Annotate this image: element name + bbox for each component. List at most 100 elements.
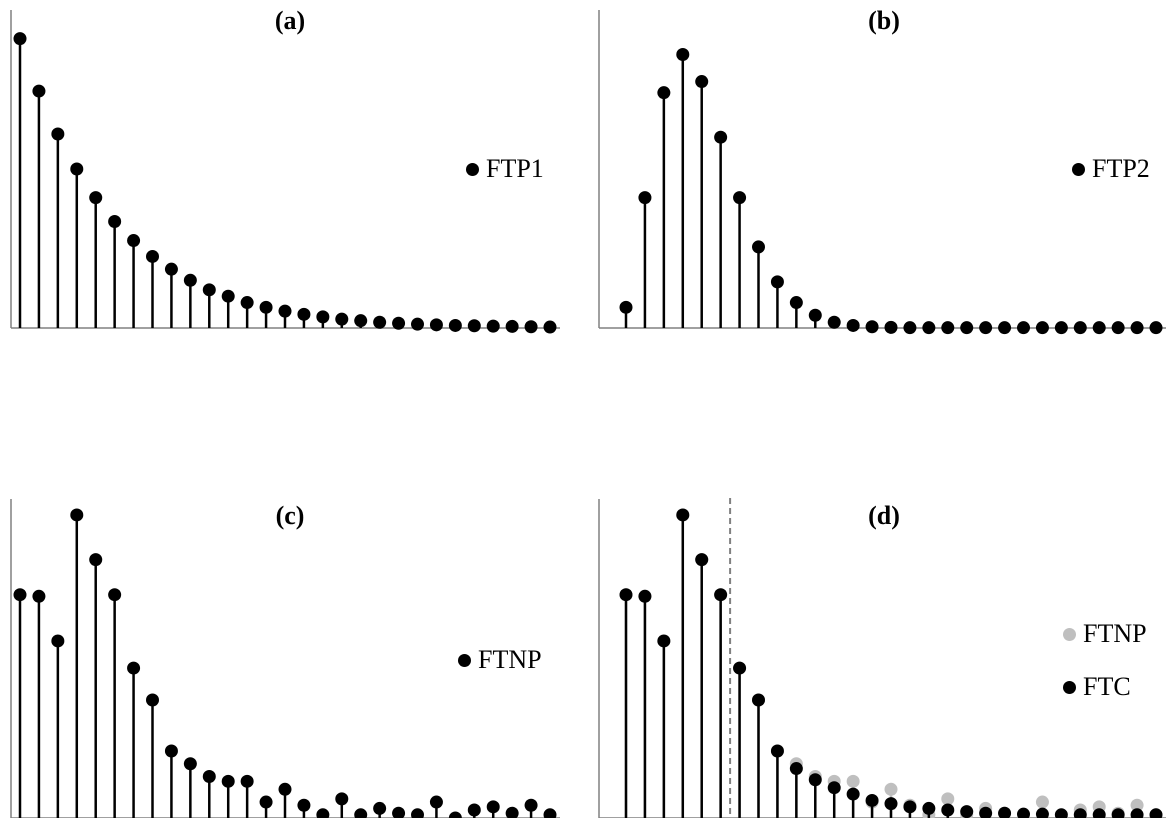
- point-ftnp-c-25: [486, 800, 500, 814]
- point-ftnp-c-11: [221, 774, 235, 788]
- point-ftnp-c-5: [108, 588, 122, 602]
- point-ftp2-b-19: [979, 321, 993, 335]
- chart-title-c: (c): [275, 501, 305, 530]
- point-ftnp-d-27: [1130, 798, 1144, 812]
- point-ftp1-a-22: [429, 318, 443, 332]
- point-ftnp-d-12: [846, 774, 860, 788]
- point-ftp1-a-20: [392, 316, 406, 330]
- point-ftp2-b-16: [922, 321, 936, 335]
- point-ftp1-a-17: [335, 312, 349, 326]
- point-ftp2-b-26: [1111, 321, 1125, 335]
- point-ftp1-a-2: [51, 127, 65, 141]
- legend-item-ftnp-d: FTNP: [1063, 619, 1147, 649]
- point-ftc-d-7: [752, 693, 765, 707]
- point-ftnp-c-12: [240, 774, 254, 788]
- point-ftp2-b-17: [941, 321, 955, 335]
- point-ftp1-a-15: [297, 307, 311, 321]
- point-ftnp-c-10: [202, 770, 216, 784]
- point-ftp2-b-12: [846, 318, 860, 332]
- chart-title-d: (d): [868, 501, 900, 530]
- point-ftp1-a-9: [183, 273, 197, 287]
- point-ftp2-b-27: [1130, 321, 1144, 335]
- point-ftnp-c-13: [259, 795, 273, 809]
- point-ftc-d-16: [922, 801, 936, 815]
- point-ftp2-b-4: [695, 75, 709, 89]
- point-ftnp-c-2: [51, 634, 65, 648]
- point-ftp1-a-12: [240, 296, 254, 310]
- point-ftp2-b-0: [619, 300, 633, 314]
- point-ftp2-b-10: [808, 308, 822, 322]
- point-ftnp-c-0: [13, 588, 27, 602]
- legend-label-ftp2: FTP2: [1092, 154, 1150, 183]
- point-ftc-d-27: [1130, 808, 1144, 818]
- point-ftp1-a-8: [164, 262, 178, 276]
- point-ftp2-b-6: [733, 191, 747, 205]
- point-ftc-d-28: [1149, 808, 1163, 818]
- stem-plot-a: [10, 10, 560, 334]
- chart-title-a: (a): [274, 6, 306, 35]
- point-ftnp-c-6: [127, 661, 141, 675]
- point-ftp1-a-7: [146, 249, 159, 263]
- point-ftnp-c-9: [183, 757, 197, 771]
- legend-item-ftnp-c: FTNP: [458, 645, 542, 675]
- point-ftp2-b-2: [657, 86, 671, 100]
- point-ftp1-a-28: [543, 320, 557, 334]
- point-ftnp-c-8: [164, 744, 178, 758]
- point-ftp1-a-23: [448, 318, 462, 332]
- point-ftp2-b-5: [714, 130, 728, 144]
- point-ftp1-a-10: [202, 283, 216, 297]
- point-ftp2-b-3: [676, 48, 690, 62]
- point-ftnp-c-19: [373, 801, 387, 815]
- point-ftnp-c-17: [335, 792, 349, 806]
- point-ftp1-a-21: [411, 317, 424, 331]
- point-ftp1-a-26: [505, 319, 519, 333]
- point-ftnp-c-15: [297, 798, 311, 812]
- point-ftp2-b-15: [903, 321, 917, 335]
- point-ftp2-b-22: [1035, 321, 1049, 335]
- legend-marker-ftnp-c: [458, 653, 471, 667]
- point-ftnp-c-24: [467, 803, 481, 817]
- point-ftp2-b-28: [1149, 321, 1163, 335]
- point-ftc-d-1: [638, 589, 652, 603]
- point-ftnp-c-16: [316, 808, 330, 818]
- point-ftnp-c-3: [70, 508, 84, 522]
- point-ftc-d-8: [770, 744, 784, 758]
- point-ftp1-a-4: [89, 191, 103, 205]
- point-ftnp-c-4: [89, 553, 103, 567]
- point-ftc-d-0: [619, 588, 633, 602]
- legend-item-ftc: FTC: [1063, 672, 1131, 702]
- stem-plot-d: [598, 498, 1166, 818]
- point-ftnp-c-18: [354, 808, 368, 818]
- legend-marker-ftc: [1063, 680, 1076, 694]
- point-ftnp-c-1: [32, 589, 46, 603]
- point-ftp1-a-16: [316, 310, 330, 324]
- point-ftp2-b-18: [960, 321, 974, 335]
- point-ftc-d-11: [827, 781, 841, 795]
- stem-plot-b: [598, 10, 1166, 335]
- point-ftc-d-21: [1017, 807, 1030, 818]
- point-ftnp-c-26: [505, 806, 519, 818]
- point-ftc-d-4: [695, 553, 709, 567]
- point-ftp2-b-11: [827, 315, 841, 329]
- point-ftp1-a-3: [70, 162, 84, 176]
- chart-panel-a: (a) FTP1: [0, 0, 585, 409]
- legend-marker-ftp1: [466, 162, 479, 176]
- chart-panel-d: (d) FTNP FTC: [585, 409, 1170, 818]
- point-ftp1-a-13: [259, 300, 273, 314]
- legend-label-ftc: FTC: [1083, 672, 1131, 701]
- point-ftp2-b-23: [1054, 321, 1068, 335]
- point-ftp2-b-21: [1017, 321, 1030, 335]
- point-ftc-d-26: [1111, 808, 1125, 818]
- legend-marker-ftnp-d: [1063, 627, 1076, 641]
- legend-label-ftnp-c: FTNP: [478, 645, 542, 674]
- point-ftnp-c-20: [392, 806, 406, 818]
- point-ftc-d-19: [979, 806, 993, 818]
- point-ftp1-a-5: [108, 214, 122, 228]
- point-ftp2-b-7: [752, 240, 765, 254]
- point-ftnp-d-14: [884, 782, 898, 796]
- point-ftnp-c-22: [429, 795, 443, 809]
- point-ftp1-a-14: [278, 304, 292, 318]
- point-ftnp-c-23: [448, 811, 462, 818]
- point-ftnp-c-7: [146, 693, 159, 707]
- point-ftp1-a-24: [467, 319, 481, 333]
